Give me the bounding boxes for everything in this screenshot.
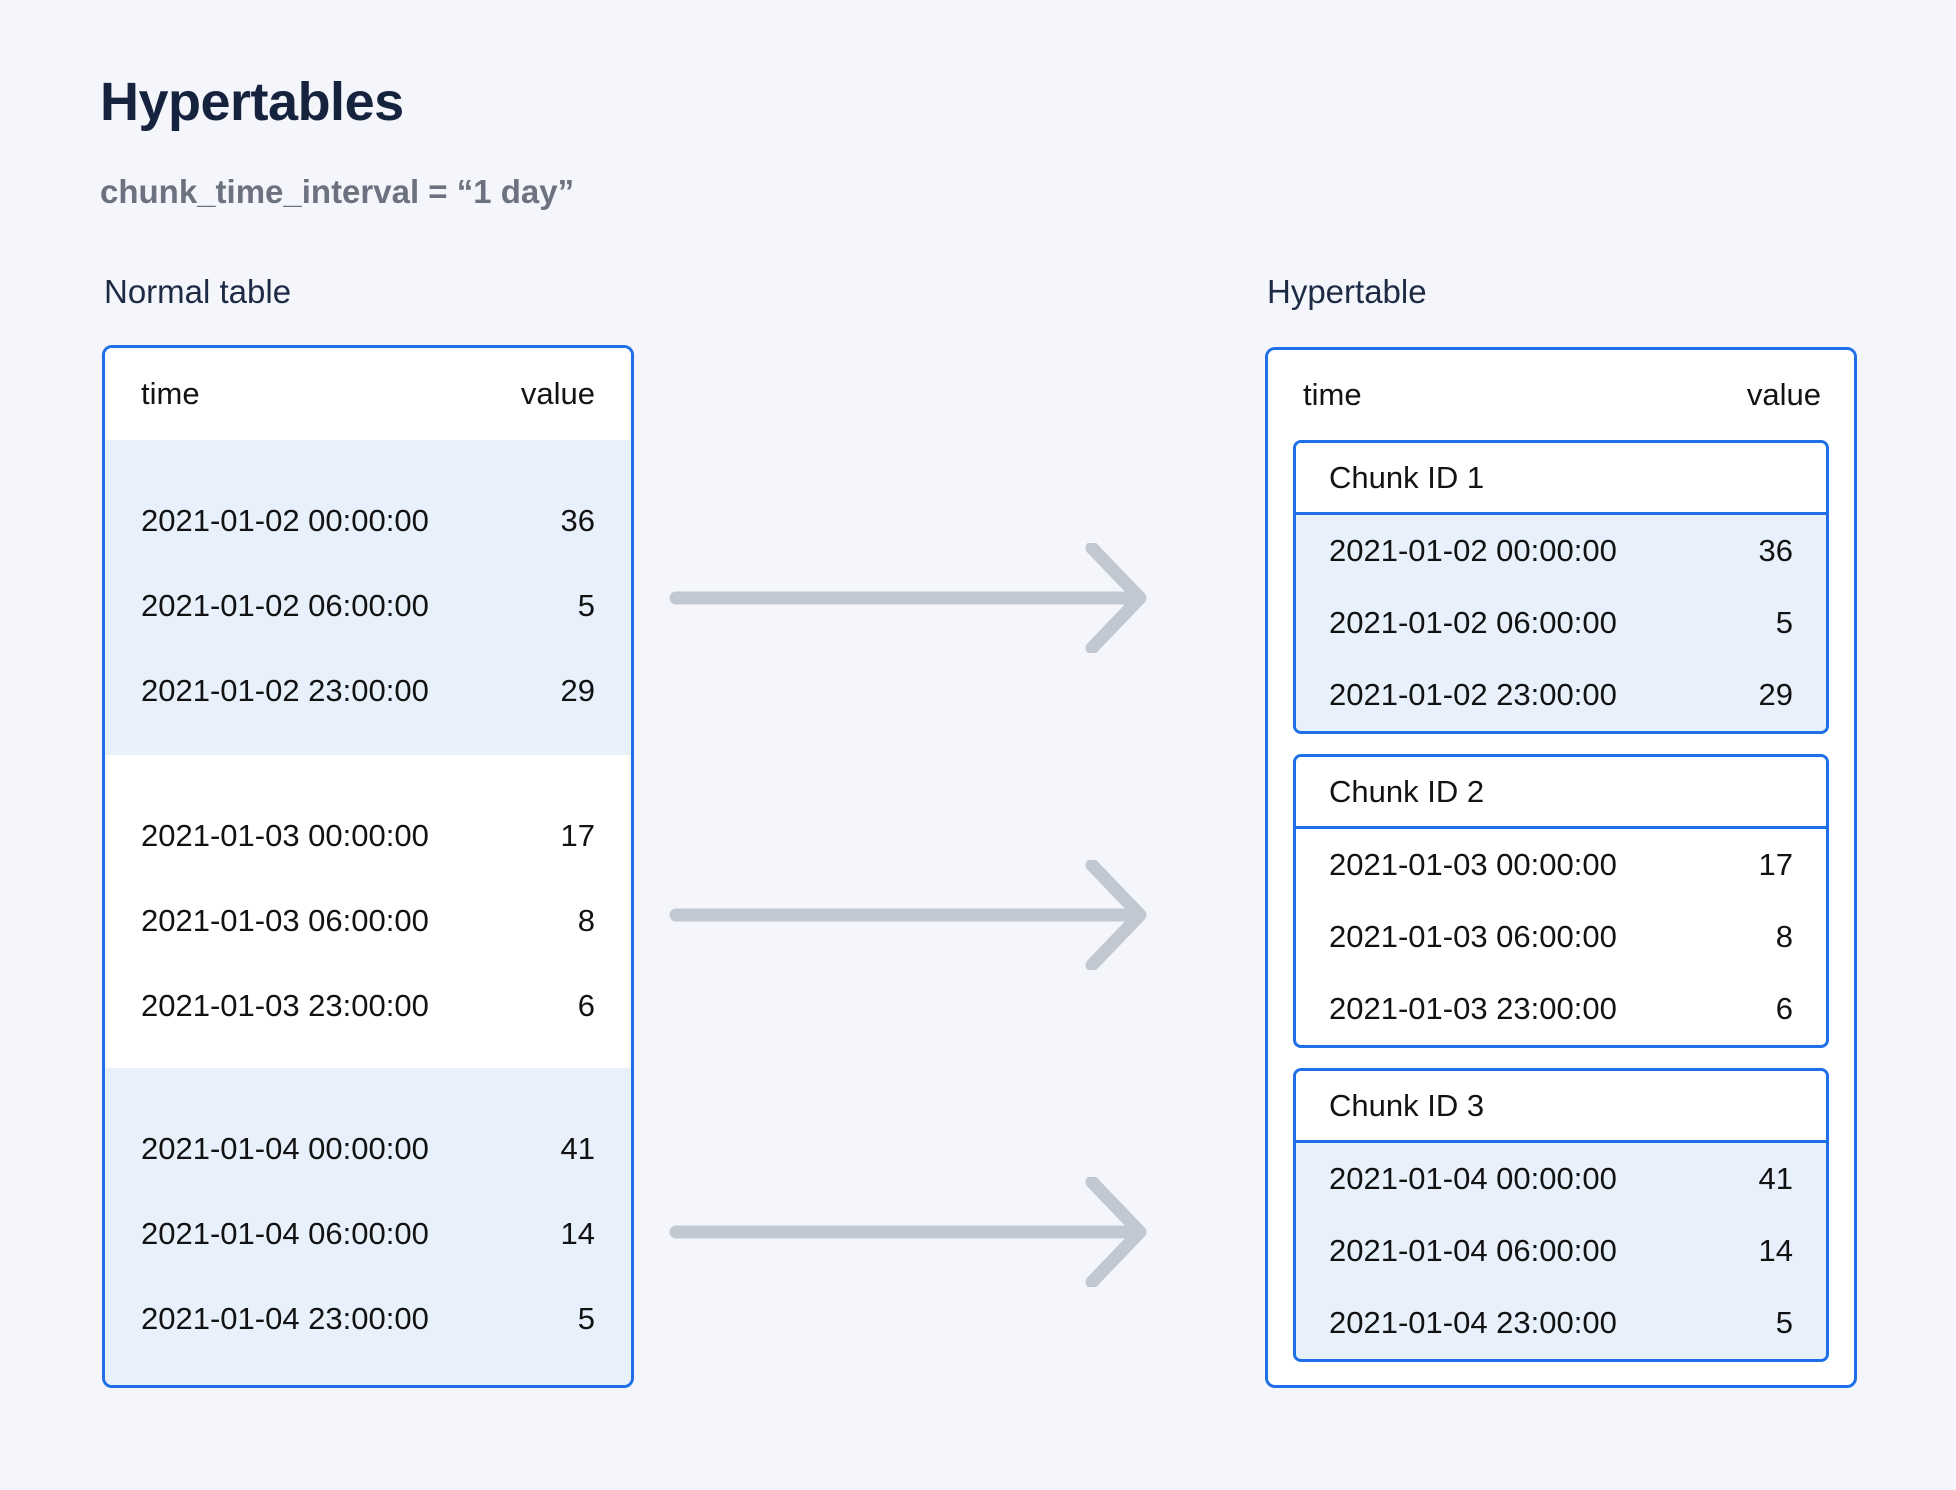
time-cell: 2021-01-04 23:00:00 [1329, 1305, 1617, 1340]
table-row: 2021-01-03 00:00:00 17 [105, 793, 631, 878]
day-group-2021-01-03: 2021-01-03 00:00:00 17 2021-01-03 06:00:… [105, 755, 631, 1068]
time-cell: 2021-01-03 06:00:00 [1329, 919, 1617, 954]
time-column-header: time [1303, 377, 1362, 412]
value-cell: 17 [1758, 847, 1793, 882]
time-cell: 2021-01-03 23:00:00 [141, 987, 429, 1023]
normal-table: time value 2021-01-02 00:00:00 36 2021-0… [102, 345, 634, 1388]
value-cell: 29 [560, 672, 595, 708]
value-column-header: value [1746, 377, 1821, 412]
value-cell: 8 [1775, 919, 1793, 954]
value-cell: 14 [560, 1215, 595, 1251]
hypertable-header: time value [1268, 350, 1854, 440]
hypertable: time value Chunk ID 1 2021-01-02 00:00:0… [1265, 347, 1857, 1388]
value-cell: 5 [577, 587, 595, 623]
table-row: 2021-01-04 00:00:00 41 [105, 1106, 631, 1191]
page-subtitle: chunk_time_interval = “1 day” [100, 173, 575, 210]
table-row: 2021-01-04 06:00:00 14 [1296, 1215, 1826, 1287]
value-cell: 17 [560, 817, 595, 853]
value-cell: 14 [1758, 1233, 1793, 1268]
chunk-id-label: Chunk ID 3 [1329, 1087, 1485, 1123]
table-row: 2021-01-03 06:00:00 8 [1296, 901, 1826, 973]
value-cell: 5 [577, 1300, 595, 1336]
table-row: 2021-01-03 23:00:00 6 [1296, 973, 1826, 1045]
time-cell: 2021-01-03 06:00:00 [141, 902, 429, 938]
chunk-id-label: Chunk ID 2 [1329, 773, 1485, 809]
table-row: 2021-01-03 06:00:00 8 [105, 878, 631, 963]
time-cell: 2021-01-02 06:00:00 [141, 587, 429, 623]
time-cell: 2021-01-04 00:00:00 [1329, 1161, 1617, 1196]
value-cell: 36 [1758, 533, 1793, 568]
value-cell: 6 [1775, 991, 1793, 1026]
right-arrow-icon [669, 1177, 1147, 1287]
value-cell: 8 [577, 902, 595, 938]
normal-table-header: time value [105, 348, 631, 440]
table-row: 2021-01-03 00:00:00 17 [1296, 829, 1826, 901]
table-row: 2021-01-04 00:00:00 41 [1296, 1143, 1826, 1215]
chunk-2: Chunk ID 2 2021-01-03 00:00:00 17 2021-0… [1293, 754, 1829, 1048]
time-cell: 2021-01-02 06:00:00 [1329, 605, 1617, 640]
value-cell: 5 [1775, 1305, 1793, 1340]
right-arrow-icon [669, 860, 1147, 970]
chunk-1-header: Chunk ID 1 [1296, 443, 1826, 515]
table-row: 2021-01-04 23:00:00 5 [105, 1276, 631, 1361]
time-cell: 2021-01-04 06:00:00 [141, 1215, 429, 1251]
right-arrow-icon [669, 543, 1147, 653]
table-row: 2021-01-02 00:00:00 36 [105, 478, 631, 563]
page-title: Hypertables [100, 72, 404, 132]
time-cell: 2021-01-04 06:00:00 [1329, 1233, 1617, 1268]
chunk-area: Chunk ID 1 2021-01-02 00:00:00 36 2021-0… [1268, 440, 1854, 1385]
table-row: 2021-01-02 06:00:00 5 [1296, 587, 1826, 659]
value-cell: 41 [560, 1130, 595, 1166]
value-cell: 29 [1758, 677, 1793, 712]
time-cell: 2021-01-02 00:00:00 [1329, 533, 1617, 568]
table-row: 2021-01-02 23:00:00 29 [105, 648, 631, 733]
time-cell: 2021-01-02 00:00:00 [141, 502, 429, 538]
value-cell: 36 [560, 502, 595, 538]
time-column-header: time [141, 376, 200, 411]
value-cell: 6 [577, 987, 595, 1023]
value-cell: 41 [1758, 1161, 1793, 1196]
chunk-1: Chunk ID 1 2021-01-02 00:00:00 36 2021-0… [1293, 440, 1829, 734]
time-cell: 2021-01-04 00:00:00 [141, 1130, 429, 1166]
day-group-2021-01-04: 2021-01-04 00:00:00 41 2021-01-04 06:00:… [105, 1068, 631, 1385]
day-group-2021-01-02: 2021-01-02 00:00:00 36 2021-01-02 06:00:… [105, 440, 631, 755]
time-cell: 2021-01-03 00:00:00 [1329, 847, 1617, 882]
time-cell: 2021-01-03 23:00:00 [1329, 991, 1617, 1026]
chunk-1-body: 2021-01-02 00:00:00 36 2021-01-02 06:00:… [1296, 515, 1826, 731]
table-row: 2021-01-04 23:00:00 5 [1296, 1287, 1826, 1359]
chunk-3: Chunk ID 3 2021-01-04 00:00:00 41 2021-0… [1293, 1068, 1829, 1362]
table-row: 2021-01-02 06:00:00 5 [105, 563, 631, 648]
table-row: 2021-01-04 06:00:00 14 [105, 1191, 631, 1276]
time-cell: 2021-01-02 23:00:00 [1329, 677, 1617, 712]
hypertable-label: Hypertable [1267, 273, 1427, 310]
chunk-3-body: 2021-01-04 00:00:00 41 2021-01-04 06:00:… [1296, 1143, 1826, 1359]
table-row: 2021-01-02 23:00:00 29 [1296, 659, 1826, 731]
time-cell: 2021-01-02 23:00:00 [141, 672, 429, 708]
chunk-id-label: Chunk ID 1 [1329, 459, 1485, 495]
value-column-header: value [520, 376, 595, 411]
time-cell: 2021-01-04 23:00:00 [141, 1300, 429, 1336]
chunk-2-body: 2021-01-03 00:00:00 17 2021-01-03 06:00:… [1296, 829, 1826, 1045]
table-row: 2021-01-02 00:00:00 36 [1296, 515, 1826, 587]
chunk-2-header: Chunk ID 2 [1296, 757, 1826, 829]
table-row: 2021-01-03 23:00:00 6 [105, 963, 631, 1048]
chunk-3-header: Chunk ID 3 [1296, 1071, 1826, 1143]
time-cell: 2021-01-03 00:00:00 [141, 817, 429, 853]
normal-table-label: Normal table [104, 273, 292, 310]
value-cell: 5 [1775, 605, 1793, 640]
